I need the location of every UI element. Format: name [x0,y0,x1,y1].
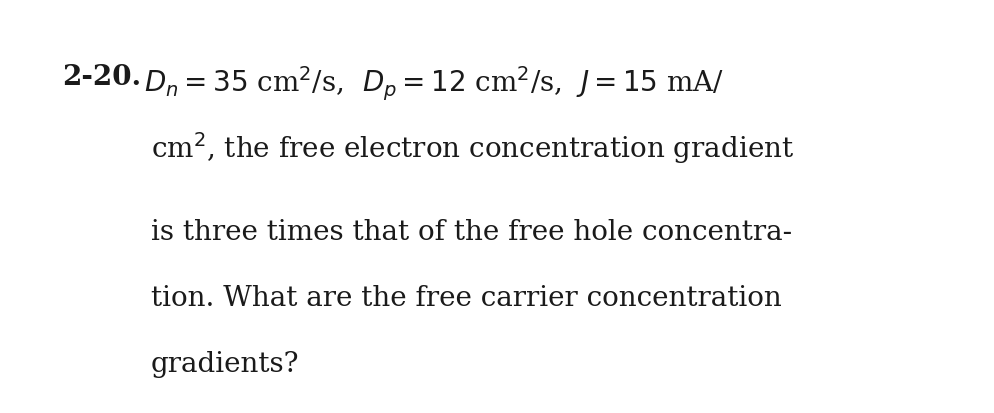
Text: tion. What are the free carrier concentration: tion. What are the free carrier concentr… [151,285,782,312]
Text: cm$^2$, the free electron concentration gradient: cm$^2$, the free electron concentration … [151,130,794,166]
Text: gradients?: gradients? [151,351,299,378]
Text: $D_n = 35$ cm$^2$/s,  $D_p = 12$ cm$^2$/s,  $J = 15$ mA/: $D_n = 35$ cm$^2$/s, $D_p = 12$ cm$^2$/s… [144,64,725,102]
Text: is three times that of the free hole concentra-: is three times that of the free hole con… [151,219,792,246]
Text: 2-20.: 2-20. [63,64,142,91]
